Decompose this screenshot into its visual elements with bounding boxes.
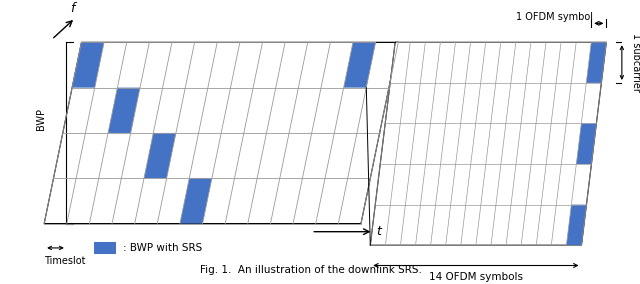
Polygon shape [72,42,104,88]
Polygon shape [108,88,140,133]
Text: : BWP with SRS: : BWP with SRS [123,243,202,253]
Polygon shape [371,42,606,245]
Text: Fig. 1.  An illustration of the downlink SRS.: Fig. 1. An illustration of the downlink … [200,265,422,275]
Polygon shape [577,124,596,164]
Text: 14 OFDM symbols: 14 OFDM symbols [429,272,523,282]
Polygon shape [344,42,376,88]
Polygon shape [144,133,176,178]
Polygon shape [566,205,586,245]
Polygon shape [180,178,212,224]
Polygon shape [44,42,398,224]
Text: Timeslot: Timeslot [44,256,86,266]
Text: BWP: BWP [36,108,46,130]
Text: 1 subcarrier: 1 subcarrier [631,33,640,92]
Polygon shape [586,42,606,83]
Text: t: t [376,225,381,238]
Text: f: f [70,2,74,15]
Text: 1 OFDM symbol: 1 OFDM symbol [516,12,593,22]
Bar [94,242,116,254]
